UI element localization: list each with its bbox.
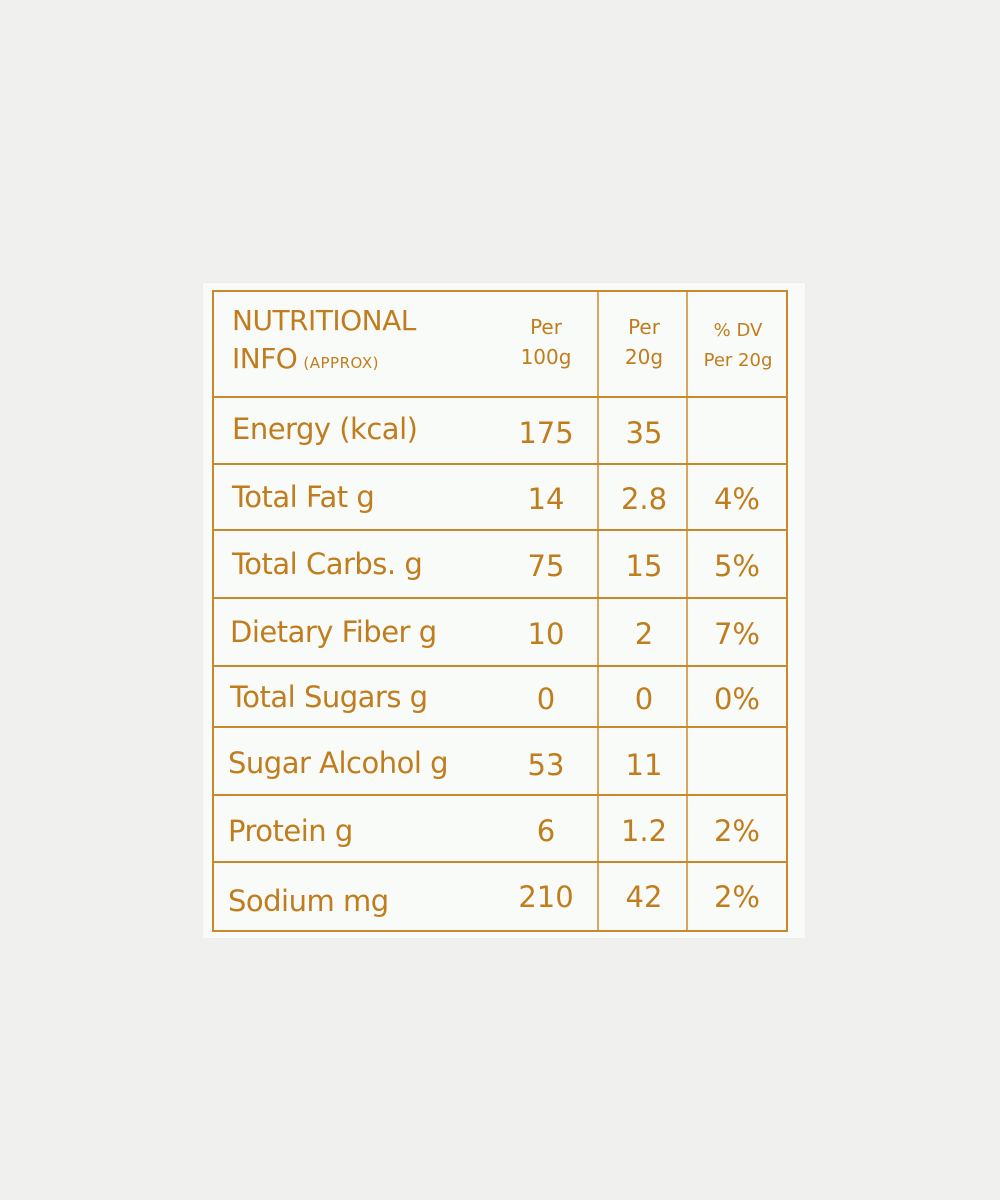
cell-per20: 15 (625, 549, 663, 583)
cell-per20: 42 (625, 880, 663, 914)
table-title-line2: INFO (APPROX) (232, 340, 416, 382)
cell-dv: 0% (713, 682, 760, 716)
row-label-total-fat: Total Fat g (232, 480, 375, 514)
column-header-text: Per (628, 315, 660, 339)
cell-dv: 4% (713, 482, 760, 516)
nutrition-table: NUTRITIONAL INFO (APPROX) Per 100g Per 20… (212, 290, 788, 932)
row-label-sugar-alcohol: Sugar Alcohol g (228, 746, 449, 780)
row-divider (214, 726, 786, 728)
row-divider (214, 529, 786, 531)
cell-per20: 0 (634, 682, 654, 716)
cell-dv: 5% (713, 549, 760, 583)
cell-per20: 35 (625, 416, 663, 450)
row-divider (214, 861, 786, 863)
table-title-line1: NUTRITIONAL (232, 304, 416, 337)
row-label-total-carbs: Total Carbs. g (232, 547, 423, 581)
row-label-dietary-fiber: Dietary Fiber g (230, 615, 437, 649)
column-divider-1 (597, 292, 599, 930)
cell-per100: 6 (536, 814, 556, 848)
column-header-text: Per (530, 315, 562, 339)
column-header-per-20g: Per 20g (607, 312, 681, 372)
column-header-text: Per 20g (703, 350, 773, 371)
column-header-text: 20g (624, 345, 664, 369)
cell-dv: 2% (713, 880, 760, 914)
cell-dv: 2% (713, 814, 760, 848)
table-title: NUTRITIONAL INFO (APPROX) (232, 302, 416, 382)
row-divider (214, 597, 786, 599)
table-title-info: INFO (232, 342, 298, 375)
row-label-total-sugars: Total Sugars g (230, 680, 428, 714)
cell-per100: 210 (518, 880, 574, 914)
cell-per100: 75 (527, 549, 565, 583)
row-divider (214, 665, 786, 667)
cell-per20: 2.8 (620, 482, 668, 516)
row-divider (214, 463, 786, 465)
cell-per100: 53 (527, 748, 565, 782)
row-label-protein: Protein g (228, 814, 353, 848)
cell-per100: 14 (527, 482, 565, 516)
column-header-per-100g: Per 100g (506, 312, 586, 372)
column-header-text: 100g (520, 345, 572, 369)
cell-per20: 1.2 (620, 814, 668, 848)
row-divider (214, 396, 786, 398)
row-divider (214, 794, 786, 796)
row-label-sodium: Sodium mg (228, 884, 389, 918)
cell-per100: 175 (518, 416, 574, 450)
table-title-approx: (APPROX) (303, 354, 379, 372)
column-header-dv: % DV Per 20g (688, 316, 788, 376)
cell-per100: 0 (536, 682, 556, 716)
cell-per20: 2 (634, 617, 654, 651)
cell-dv: 7% (713, 617, 760, 651)
column-divider-2 (686, 292, 688, 930)
cell-per20: 11 (625, 748, 663, 782)
cell-per100: 10 (527, 617, 565, 651)
nutrition-label-paper (203, 283, 805, 938)
row-label-energy: Energy (kcal) (232, 412, 418, 446)
column-header-text: % DV (713, 320, 763, 341)
